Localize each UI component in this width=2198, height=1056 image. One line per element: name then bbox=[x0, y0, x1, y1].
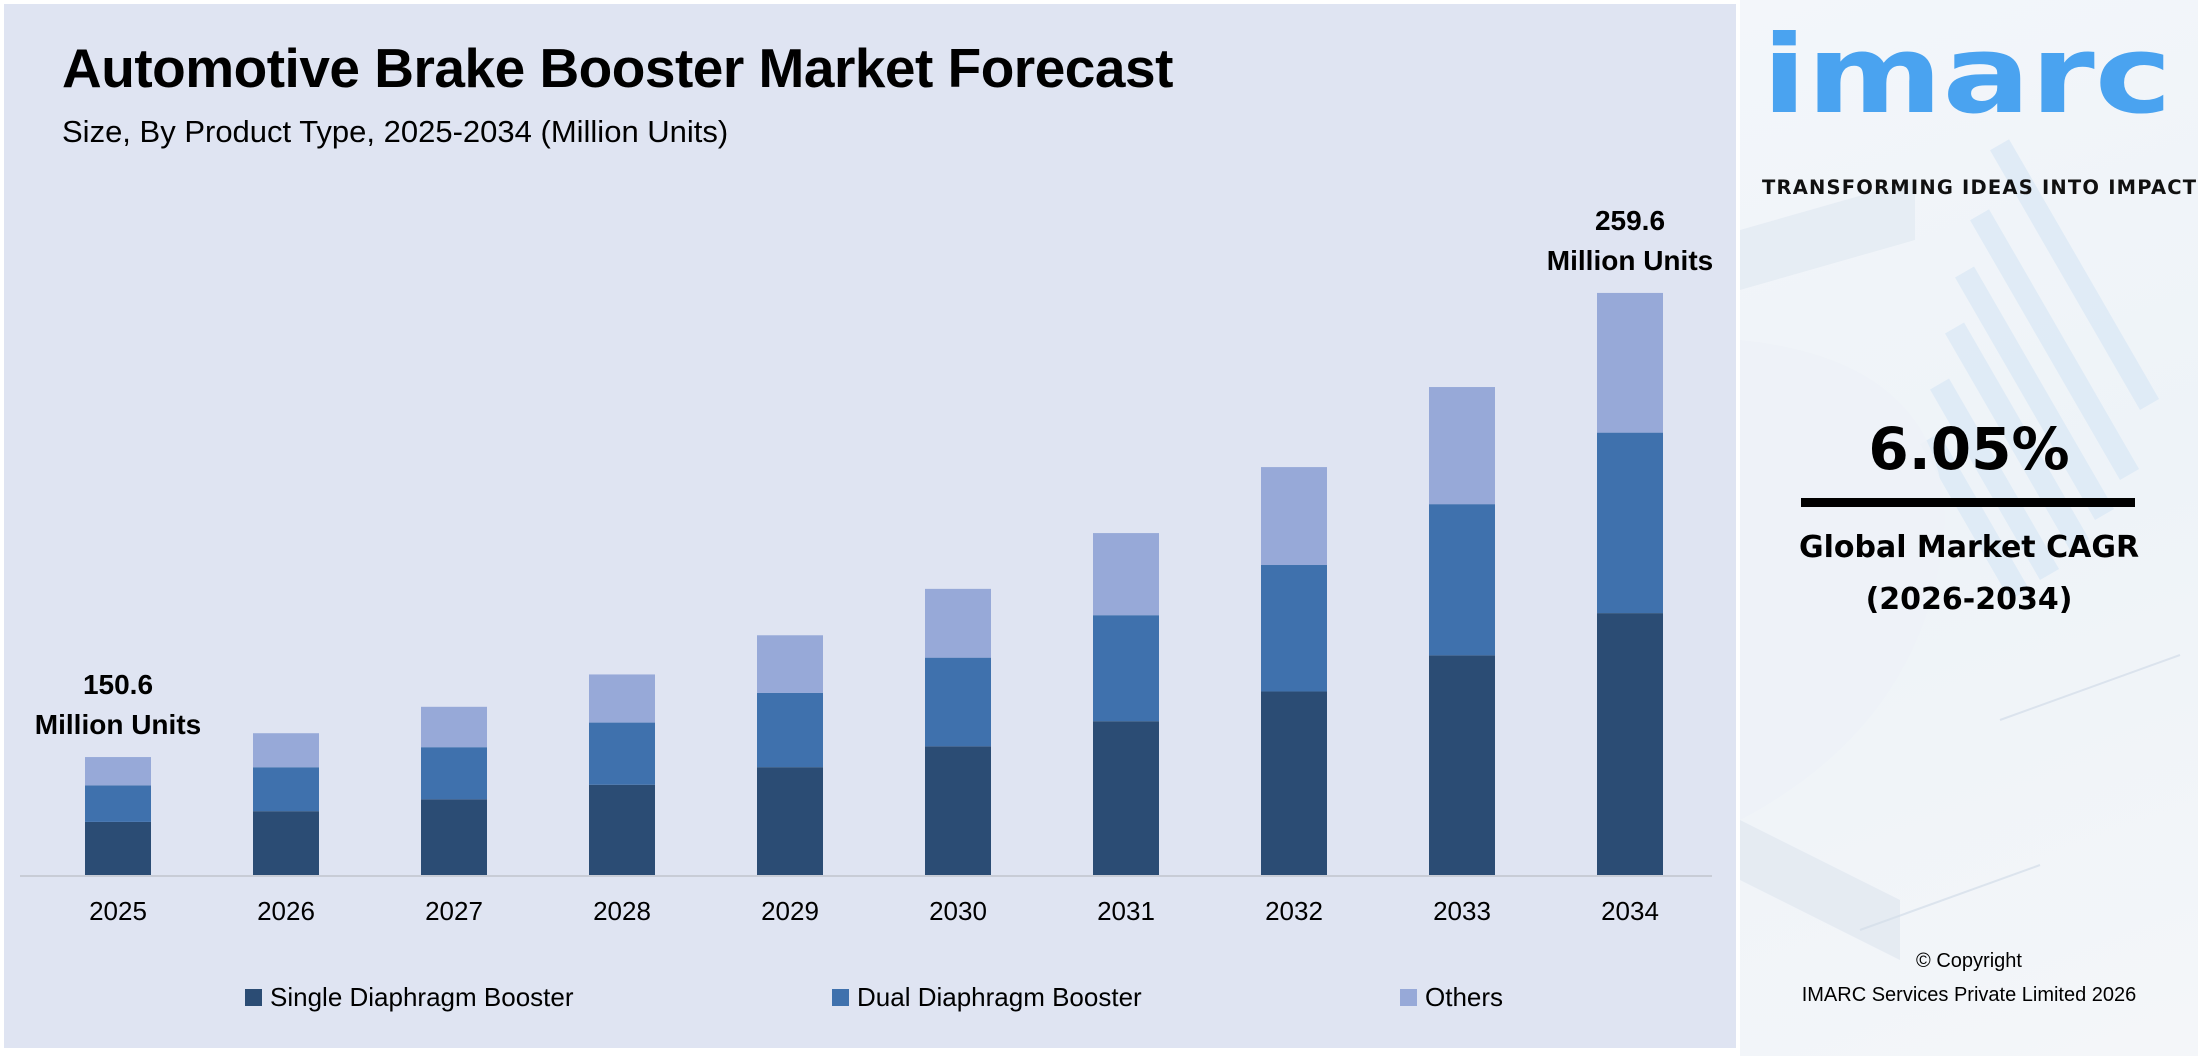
cagr-divider bbox=[1801, 498, 2135, 507]
total-value-label: 259.6 bbox=[1595, 205, 1665, 236]
bar-2028-series-1 bbox=[589, 722, 655, 785]
bar-2029-series-0 bbox=[757, 767, 823, 875]
logo-wordmark: imarc bbox=[1762, 18, 2172, 118]
legend-swatch bbox=[1400, 989, 1417, 1006]
imarc-logo: imarc bbox=[1762, 18, 2172, 118]
bar-2025-series-2 bbox=[85, 757, 151, 786]
cagr-value: 6.05% bbox=[1868, 415, 2070, 483]
x-tick-label: 2029 bbox=[761, 896, 819, 926]
x-tick-label: 2025 bbox=[89, 896, 147, 926]
bar-2027-series-0 bbox=[421, 799, 487, 875]
x-tick-label: 2027 bbox=[425, 896, 483, 926]
bar-2028-series-2 bbox=[589, 674, 655, 723]
x-tick-label: 2028 bbox=[593, 896, 651, 926]
cagr-label: Global Market CAGR bbox=[1798, 530, 2140, 565]
cagr-period: (2026-2034) bbox=[1865, 582, 2073, 617]
bar-2030-series-2 bbox=[925, 588, 991, 658]
legend-item: Single Diaphragm Booster bbox=[245, 982, 574, 1013]
legend-swatch bbox=[832, 989, 849, 1006]
background-chart-image bbox=[1740, 139, 2181, 960]
bar-2030-series-0 bbox=[925, 746, 991, 875]
legend-item: Others bbox=[1400, 982, 1503, 1013]
bar-chart: 2025 2026 2027 2028 2029 2030 2031 2032 2033 2034… bbox=[20, 205, 1713, 926]
bar-2033-series-2 bbox=[1429, 387, 1495, 505]
sidebar: imarc TRANSFORMING IDEAS INTO IMPACT 6.0… bbox=[1740, 0, 2198, 1056]
bar-2034-series-0 bbox=[1597, 613, 1663, 875]
x-tick-label: 2034 bbox=[1601, 896, 1659, 926]
bar-2030-series-1 bbox=[925, 657, 991, 747]
bar-2031-series-2 bbox=[1093, 533, 1159, 616]
legend-item: Dual Diaphragm Booster bbox=[832, 982, 1142, 1013]
bar-2027-series-2 bbox=[421, 706, 487, 748]
bar-2034-series-1 bbox=[1597, 432, 1663, 614]
x-tick-label: 2031 bbox=[1097, 896, 1155, 926]
x-tick-label: 2032 bbox=[1265, 896, 1323, 926]
legend-label: Others bbox=[1425, 982, 1504, 1012]
bar-2032-series-0 bbox=[1261, 691, 1327, 875]
bar-2025-series-1 bbox=[85, 785, 151, 822]
copyright-line: © Copyright bbox=[1916, 950, 2022, 972]
legend-swatch bbox=[245, 989, 262, 1006]
bar-2032-series-1 bbox=[1261, 565, 1327, 692]
legend-label: Single Diaphragm Booster bbox=[270, 982, 574, 1012]
total-value-label: 150.6 bbox=[83, 669, 153, 700]
bar-2026-series-2 bbox=[253, 733, 319, 768]
bar-2029-series-1 bbox=[757, 692, 823, 768]
bar-2028-series-0 bbox=[589, 784, 655, 875]
x-tick-label: 2033 bbox=[1433, 896, 1491, 926]
bar-2027-series-1 bbox=[421, 747, 487, 800]
bar-2029-series-2 bbox=[757, 635, 823, 693]
total-unit-label: Million Units bbox=[1547, 245, 1713, 276]
bar-2031-series-1 bbox=[1093, 615, 1159, 722]
legend-label: Dual Diaphragm Booster bbox=[857, 982, 1142, 1012]
bar-2033-series-0 bbox=[1429, 655, 1495, 875]
copyright-company: IMARC Services Private Limited 2026 bbox=[1801, 984, 2137, 1006]
bar-2032-series-2 bbox=[1261, 467, 1327, 566]
bar-2031-series-0 bbox=[1093, 721, 1159, 875]
x-tick-label: 2026 bbox=[257, 896, 315, 926]
chart-subtitle: Size, By Product Type, 2025-2034 (Millio… bbox=[62, 114, 729, 149]
x-tick-label: 2030 bbox=[929, 896, 987, 926]
bar-2025-series-0 bbox=[85, 821, 151, 875]
total-unit-label: Million Units bbox=[35, 709, 201, 740]
tagline: TRANSFORMING IDEAS INTO IMPACT bbox=[1762, 176, 2198, 199]
bar-2026-series-1 bbox=[253, 767, 319, 812]
chart-title: Automotive Brake Booster Market Forecast bbox=[62, 37, 1173, 99]
bar-2026-series-0 bbox=[253, 811, 319, 875]
legend: Single Diaphragm Booster Dual Diaphragm B… bbox=[0, 978, 1736, 1018]
bar-2034-series-2 bbox=[1597, 292, 1663, 433]
bar-2033-series-1 bbox=[1429, 504, 1495, 656]
